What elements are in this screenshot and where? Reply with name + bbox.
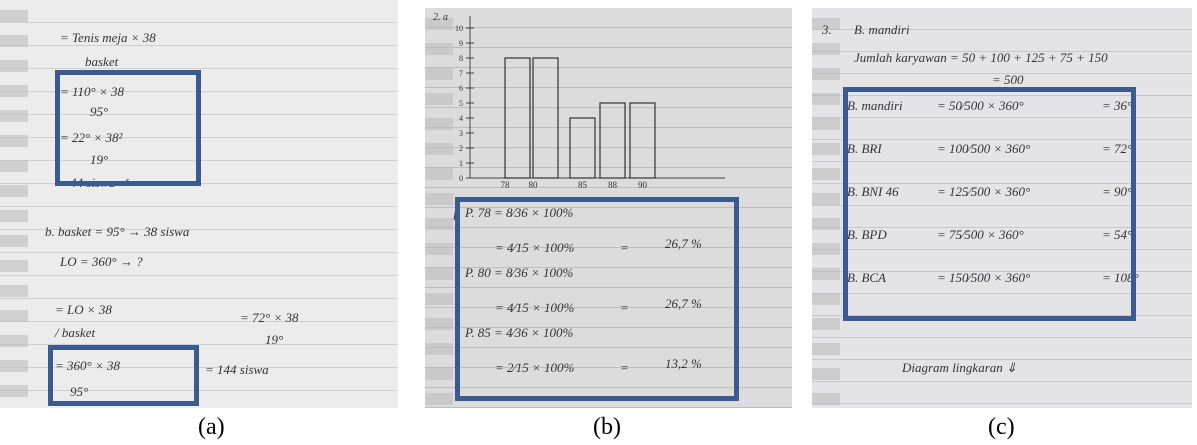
highlight-box <box>455 197 739 401</box>
highlight-box <box>55 70 201 186</box>
handwritten-line: = 360° × 38 <box>55 358 120 373</box>
handwritten-line: 13,2 % <box>665 356 702 371</box>
caption: (c) <box>988 414 1015 440</box>
handwritten-line: B. BCA <box>847 270 886 285</box>
highlight-box <box>843 87 1136 321</box>
caption: (a) <box>198 414 225 440</box>
handwritten-line: = LO × 38 <box>55 302 112 317</box>
handwritten-line: 26,7 % <box>665 236 702 251</box>
handwritten-line: 3. <box>822 22 832 37</box>
bar <box>532 57 559 179</box>
handwritten-line: 19° <box>265 332 284 347</box>
x-tick-label: 90 <box>638 180 648 190</box>
y-tick-label: 10 <box>455 24 463 33</box>
notebook-photo: b P. 78 = 8⁄36 × 100% = 4⁄15 × 100% = 26,7 %… <box>425 8 792 408</box>
handwritten-line: B. mandiri <box>847 98 903 113</box>
handwritten-line: 19° <box>90 152 109 167</box>
handwritten-line: B. mandiri <box>854 22 910 37</box>
handwritten-line: = 22° × 38² <box>60 130 123 145</box>
binder-holes <box>425 8 453 408</box>
handwritten-line: LO = 360° → ? <box>60 254 143 269</box>
y-tick-label: 1 <box>459 159 463 168</box>
handwritten-line: Jumlah karyawan = 50 + 100 + 125 + 75 + … <box>854 50 1108 65</box>
highlight-box <box>48 345 199 406</box>
handwritten-line: = 72° × 38 <box>240 310 299 325</box>
handwritten-line: = 54° <box>1102 227 1133 242</box>
y-tick-label: 0 <box>459 174 463 183</box>
bar <box>569 117 596 179</box>
handwritten-line: = <box>620 240 629 255</box>
y-tick-label: 5 <box>459 99 463 108</box>
binder-holes <box>0 0 28 408</box>
handwritten-line: = 72° <box>1102 141 1133 156</box>
x-tick-label: 85 <box>578 180 588 190</box>
handwritten-line: = 125⁄500 × 360° <box>937 184 1031 199</box>
handwritten-line: = <box>620 300 629 315</box>
handwritten-line: 95° <box>90 104 109 119</box>
notebook-photo: = Tenis meja × 38 basket = 110° × 38 95° = 2… <box>0 0 398 408</box>
handwritten-line: = <box>620 360 629 375</box>
handwritten-line: 26,7 % <box>665 296 702 311</box>
y-tick-label: 8 <box>459 54 463 63</box>
handwritten-line: = 100⁄500 × 360° <box>937 141 1031 156</box>
handwritten-line: = 2⁄15 × 100% <box>495 360 575 375</box>
handwritten-line: B. BRI <box>847 141 882 156</box>
handwritten-line: P. 80 = 8⁄36 × 100% <box>465 265 574 280</box>
x-tick-label: 80 <box>529 180 539 190</box>
bar <box>504 57 531 179</box>
bar <box>599 102 626 179</box>
y-tick-label: 3 <box>459 129 463 138</box>
handwritten-line: = 500 <box>992 72 1024 87</box>
y-tick-label: 6 <box>459 84 463 93</box>
handwritten-line: = 144 siswa <box>205 362 269 377</box>
handwritten-line: = Tenis meja × 38 <box>60 30 156 45</box>
handwritten-line: P. 85 = 4⁄36 × 100% <box>465 325 574 340</box>
handwritten-line: = 75⁄500 × 360° <box>937 227 1024 242</box>
handwritten-line: = 36° <box>1102 98 1133 113</box>
handwritten-line: = 90° <box>1102 184 1133 199</box>
handwritten-line: B. BNI 46 <box>847 184 899 199</box>
handwritten-line: = 4⁄15 × 100% <box>495 300 575 315</box>
y-tick-label: 7 <box>459 69 463 78</box>
handwritten-line: B. BPD <box>847 227 887 242</box>
y-tick-label: 9 <box>459 39 463 48</box>
handwritten-line: 95° <box>70 384 89 399</box>
handwritten-line: / basket <box>55 325 96 340</box>
x-tick-label: 88 <box>608 180 618 190</box>
handwritten-line: = 4⁄15 × 100% <box>495 240 575 255</box>
handwritten-line: = 110° × 38 <box>60 84 125 99</box>
handwritten-line: P. 78 = 8⁄36 × 100% <box>465 205 574 220</box>
binder-holes <box>812 8 840 408</box>
handwritten-line: = 108° <box>1102 270 1139 285</box>
handwritten-line: = 50⁄500 × 360° <box>937 98 1024 113</box>
handwritten-line: b. basket = 95° → 38 siswa <box>45 224 190 239</box>
y-tick-label: 4 <box>459 114 463 123</box>
caption: (b) <box>593 414 621 440</box>
bar <box>629 102 656 179</box>
notebook-photo: 3. B. mandiri Jumlah karyawan = 50 + 100 +… <box>812 8 1192 408</box>
chart-title: 2. a <box>433 12 448 23</box>
handwritten-line: = 150⁄500 × 360° <box>937 270 1031 285</box>
handwritten-line: Diagram lingkaran ⇓ <box>902 360 1017 375</box>
y-tick-label: 2 <box>459 144 463 153</box>
handwritten-line: basket <box>85 54 119 69</box>
x-tick-label: 78 <box>501 180 511 190</box>
